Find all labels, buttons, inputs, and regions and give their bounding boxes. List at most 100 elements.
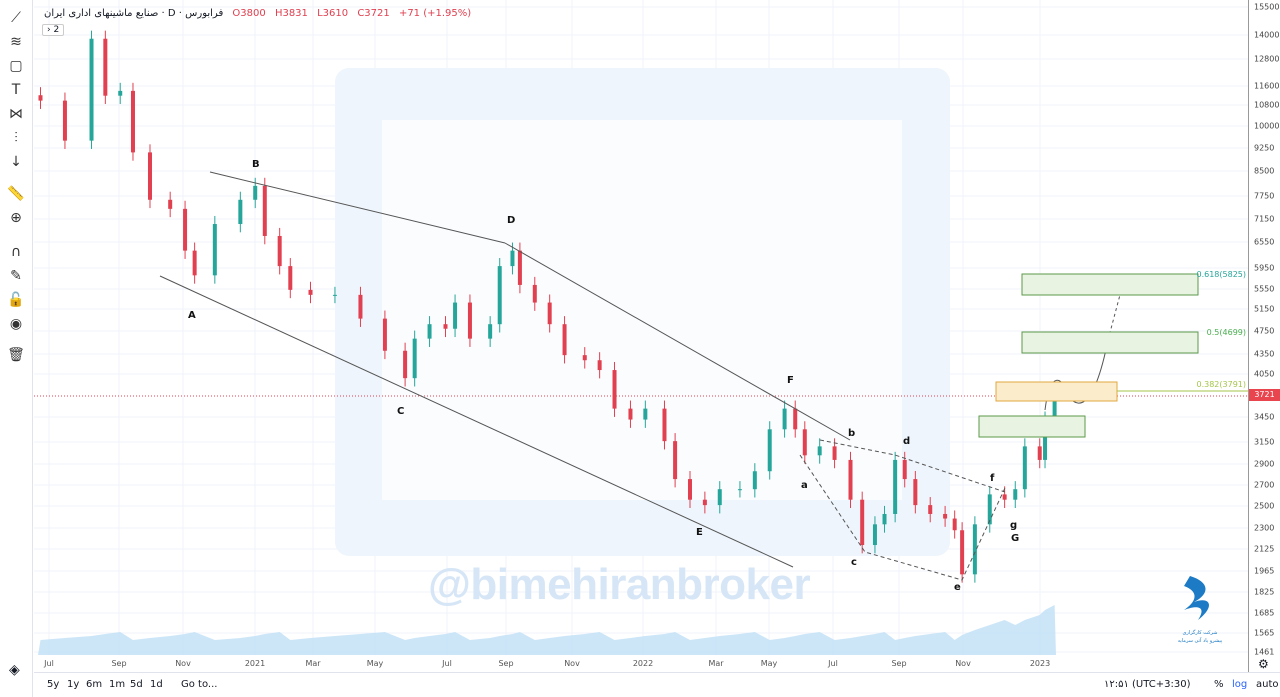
candle xyxy=(902,459,907,480)
price-axis[interactable]: 15500 14000 12800 11600 10800 10000 9250 8500 77… xyxy=(1248,0,1280,672)
price-tick: 5950 xyxy=(1254,263,1275,273)
price-tick: 3150 xyxy=(1254,437,1275,447)
candle xyxy=(497,266,502,325)
fib-box-618[interactable] xyxy=(1021,273,1199,296)
fib-label-5: 0.5(4699) xyxy=(1206,328,1246,337)
timezone[interactable]: ۱۲:۵۱ (UTC+3:30) xyxy=(1104,679,1191,690)
fib-tool-icon[interactable]: ≋ xyxy=(10,34,22,50)
ruler-icon[interactable]: 📏 xyxy=(7,186,25,202)
candle xyxy=(1052,396,1057,420)
candle xyxy=(453,302,458,329)
broker-logo: شرکت کارگزاری پیشرو یاد آتی سرمایه xyxy=(1170,572,1230,652)
trendline-d-f[interactable] xyxy=(504,242,851,441)
candle xyxy=(1013,489,1018,500)
range-1y[interactable]: 1y xyxy=(67,679,80,690)
low-value: L3610 xyxy=(317,8,349,19)
candle xyxy=(1043,419,1048,460)
triangle-lower[interactable] xyxy=(799,454,1006,581)
candle xyxy=(687,479,692,500)
price-tick: 7150 xyxy=(1254,214,1275,224)
label-e: e xyxy=(954,582,961,593)
indicators-toggle[interactable]: › 2 xyxy=(42,24,65,36)
price-tick: 4750 xyxy=(1254,326,1275,336)
close-value: C3721 xyxy=(357,8,390,19)
time-tick: Jul xyxy=(44,659,54,668)
candle xyxy=(882,513,887,525)
auto-toggle[interactable]: auto xyxy=(1256,679,1279,690)
candle xyxy=(427,324,432,339)
range-5y[interactable]: 5y xyxy=(47,679,60,690)
forecast-icon[interactable]: ⫶ xyxy=(14,130,18,146)
trendline-upper[interactable] xyxy=(209,171,506,244)
price-tick: 2300 xyxy=(1254,523,1275,533)
time-axis[interactable]: Jul Sep Nov 2021 Mar May Jul Sep Nov 2022 Mar May Ju… xyxy=(34,655,1248,672)
candle xyxy=(612,370,617,409)
time-tick: Mar xyxy=(305,659,321,668)
candle xyxy=(288,266,293,290)
drawing-toolbar: ⟋ ≋ ▢ T ⋈ ⫶ ↓ 📏 ⊕ ∩ ✎ 🔓 ◉ 🗑 xyxy=(0,0,33,697)
range-6m[interactable]: 6m xyxy=(86,679,103,690)
goto-button[interactable]: Go to... xyxy=(181,679,218,690)
time-tick: Sep xyxy=(498,659,514,668)
fib-box-236[interactable] xyxy=(978,415,1086,438)
range-5d[interactable]: 5d xyxy=(130,679,143,690)
candle xyxy=(262,185,267,236)
candle xyxy=(308,289,313,295)
candle xyxy=(562,324,567,356)
time-tick: Nov xyxy=(175,659,191,668)
candle xyxy=(89,38,94,141)
price-tick: 8500 xyxy=(1254,166,1275,176)
pattern-icon[interactable]: ⋈ xyxy=(9,106,23,122)
percent-toggle[interactable]: % xyxy=(1214,679,1224,690)
fib-label-618: 0.618(5825) xyxy=(1196,270,1246,279)
label-c: c xyxy=(851,557,857,568)
candle xyxy=(817,446,822,456)
zoom-in-icon[interactable]: ⊕ xyxy=(10,210,22,226)
range-1m[interactable]: 1m xyxy=(109,679,126,690)
high-value: H3831 xyxy=(274,8,308,19)
candle xyxy=(103,38,108,96)
candle xyxy=(702,499,707,506)
price-tick: 10000 xyxy=(1254,121,1280,131)
range-1d[interactable]: 1d xyxy=(150,679,163,690)
candle xyxy=(382,318,387,351)
magnet-icon[interactable]: ∩ xyxy=(10,244,22,260)
time-tick: Nov xyxy=(955,659,971,668)
candle xyxy=(488,324,493,339)
price-tick: 2900 xyxy=(1254,459,1275,469)
label-C: C xyxy=(397,406,404,417)
fib-boxes[interactable] xyxy=(978,273,1248,438)
price-chart[interactable]: A B C D E F G a b c d e f g xyxy=(34,0,1248,655)
lock-drawing-icon[interactable]: ✎ xyxy=(10,268,22,284)
candle xyxy=(893,459,898,514)
rectangle-icon[interactable]: ▢ xyxy=(9,58,23,74)
candle xyxy=(960,530,965,575)
open-value: O3800 xyxy=(232,8,266,19)
crosshair-line-icon[interactable]: ⟋ xyxy=(11,10,21,26)
candle xyxy=(597,360,602,371)
log-toggle[interactable]: log xyxy=(1232,679,1248,690)
trendline-lower[interactable] xyxy=(159,275,794,568)
fib-box-382[interactable] xyxy=(995,381,1118,402)
candle xyxy=(737,489,742,491)
eye-icon[interactable]: ◉ xyxy=(9,316,23,332)
fib-box-5[interactable] xyxy=(1021,331,1199,354)
interval[interactable]: D xyxy=(167,8,176,19)
candle xyxy=(1022,446,1027,490)
symbol-legend[interactable]: صنایع ماشینهای اداری ایران · D · فرابورس… xyxy=(44,8,472,19)
arrow-down-icon[interactable]: ↓ xyxy=(10,154,22,170)
settings-icon[interactable]: ⚙ xyxy=(1258,657,1269,671)
candle xyxy=(1037,446,1042,460)
logo-text-2: پیشرو یاد آتی سرمایه xyxy=(1177,638,1223,644)
price-tick: 1965 xyxy=(1254,566,1275,576)
candle xyxy=(192,250,197,276)
text-icon[interactable]: T xyxy=(11,82,21,98)
lock-icon[interactable]: 🔓 xyxy=(7,292,25,308)
candle xyxy=(1002,494,1007,500)
layers-icon[interactable]: ◈ xyxy=(9,662,20,678)
watermark-logo-inner xyxy=(382,120,902,500)
candle xyxy=(168,199,173,209)
trash-icon[interactable]: 🗑 xyxy=(7,347,25,363)
candle xyxy=(928,505,933,514)
price-tick: 4350 xyxy=(1254,349,1275,359)
